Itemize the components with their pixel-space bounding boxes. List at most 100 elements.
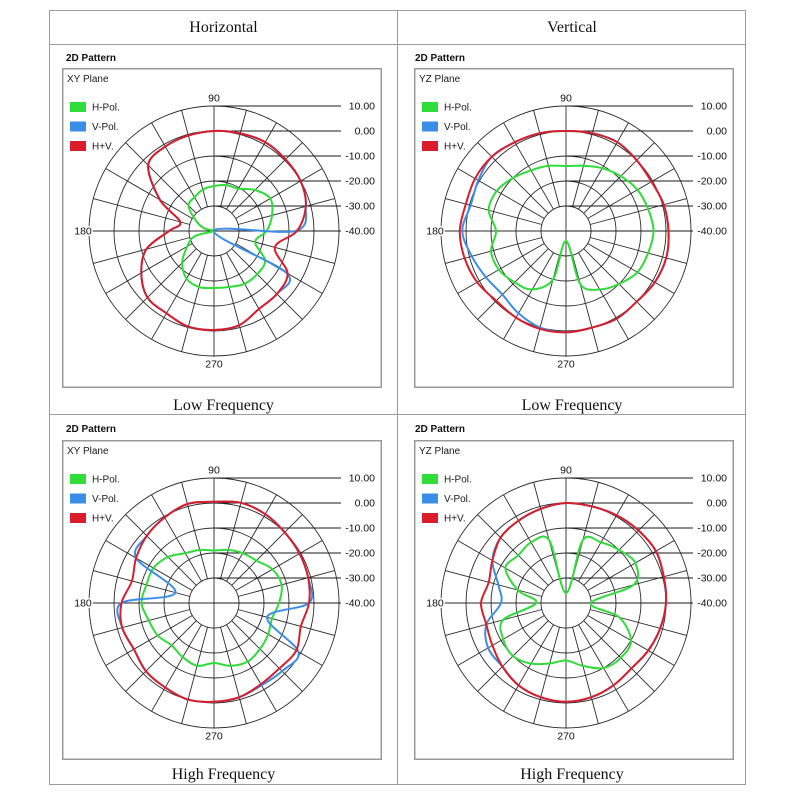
series-line-h-v (119, 500, 311, 703)
grid-spoke (93, 237, 191, 264)
radial-tick-label: -30.00 (697, 201, 727, 213)
legend-swatch (70, 141, 86, 151)
legend-item: H+V. (70, 513, 114, 525)
radial-tick-label: 0.00 (355, 126, 376, 138)
grid-spoke (220, 626, 247, 724)
radial-tick-label: -20.00 (345, 548, 375, 560)
grid-spoke (181, 626, 208, 724)
grid-spoke (226, 624, 277, 712)
grid-spoke (237, 198, 335, 225)
panel-caption: High Frequency (520, 766, 624, 783)
legend-swatch (422, 513, 438, 523)
legend-label: H+V. (92, 514, 114, 525)
legend-swatch (70, 513, 86, 523)
legend-swatch (422, 121, 438, 132)
grid-spoke (572, 626, 599, 724)
radial-tick-label: -10.00 (697, 151, 727, 163)
panel-title: 2D Pattern (415, 53, 466, 64)
panel-title: 2D Pattern (66, 424, 117, 435)
radial-tick-label: -10.00 (697, 523, 727, 535)
grid-spoke (226, 494, 277, 582)
grid-spoke (231, 514, 303, 586)
grid-spoke (93, 570, 191, 597)
legend-item: V-Pol. (422, 493, 471, 505)
legend-item: H-Pol. (70, 474, 120, 486)
grid-spoke (151, 122, 202, 210)
radial-tick-label: -40.00 (345, 598, 375, 610)
radial-tick-label: 0.00 (707, 126, 728, 138)
grid-spoke (587, 540, 675, 591)
grid-spoke (181, 254, 208, 352)
column-header-vertical: Vertical (547, 19, 597, 36)
grid-spoke (578, 122, 629, 210)
polar-chart-xy-low: XY Plane 10.00 0.00 -10.00 -20.00 -30.00 -40.0… (62, 68, 382, 388)
legend-swatch (422, 141, 438, 151)
legend-item: H+V. (422, 141, 466, 153)
legend-item: H-Pol. (422, 102, 472, 114)
grid-spoke (457, 243, 545, 294)
legend-label: H+V. (92, 142, 114, 153)
grid-spoke (151, 252, 202, 340)
angle-label: 180 (74, 598, 92, 610)
angle-label: 180 (426, 226, 444, 238)
plot-frame (62, 440, 382, 760)
radial-tick-label: -20.00 (697, 548, 727, 560)
radial-tick-label: -10.00 (345, 151, 375, 163)
grid-spoke (578, 252, 629, 340)
radial-tick-label: 10.00 (701, 473, 727, 485)
polar-grid (440, 477, 692, 729)
grid-spoke (477, 514, 549, 586)
radial-tick-label: -20.00 (697, 176, 727, 188)
radial-tick-label: 0.00 (355, 498, 376, 510)
grid-spoke (457, 168, 545, 219)
legend-swatch (422, 102, 438, 112)
grid-spoke (445, 570, 543, 597)
legend-item: H+V. (422, 513, 466, 525)
legend-item: V-Pol. (422, 121, 471, 133)
grid-spoke (457, 615, 545, 666)
radial-tick-label: -20.00 (345, 176, 375, 188)
grid-spoke (181, 110, 208, 208)
grid-spoke (93, 609, 191, 636)
panel-caption: Low Frequency (521, 397, 623, 414)
legend-label: H-Pol. (444, 103, 472, 114)
grid-spoke (226, 252, 277, 340)
legend-label: V-Pol. (92, 122, 119, 133)
grid-spoke (125, 514, 197, 586)
legend-label: H+V. (444, 142, 466, 153)
grid-spoke (589, 198, 687, 225)
legend-swatch (70, 474, 86, 484)
radial-tick-label: -40.00 (697, 598, 727, 610)
legend-swatch (422, 493, 438, 504)
angle-label: 90 (560, 93, 572, 105)
panel-title: 2D Pattern (415, 424, 466, 435)
radial-tick-label: -30.00 (345, 573, 375, 585)
radial-tick-label: 10.00 (349, 473, 375, 485)
polar-chart-yz-low: YZ Plane 10.00 0.00 -10.00 -20.00 -30.00 -40.0… (414, 68, 734, 388)
grid-spoke (503, 624, 554, 712)
grid-spoke (533, 110, 560, 208)
grid-spoke (220, 254, 247, 352)
radial-tick-label: 10.00 (701, 101, 727, 113)
panel-title: 2D Pattern (66, 53, 117, 64)
legend-label: H-Pol. (92, 475, 120, 486)
grid-spoke (105, 168, 193, 219)
column-divider (397, 10, 398, 785)
angle-label: 180 (74, 226, 92, 238)
grid-spoke (220, 110, 247, 208)
legend-item: H-Pol. (422, 474, 472, 486)
angle-label: 270 (557, 731, 575, 743)
series-line-h-v (458, 130, 670, 334)
radial-tick-label: -30.00 (345, 201, 375, 213)
plane-label: XY Plane (67, 74, 109, 85)
legend-item: V-Pol. (70, 121, 119, 133)
grid-spoke (445, 609, 543, 636)
angle-label: 90 (208, 93, 220, 105)
angle-label: 270 (205, 731, 223, 743)
legend-label: H-Pol. (444, 475, 472, 486)
angle-label: 90 (208, 465, 220, 477)
series-line-h-v (479, 501, 668, 703)
grid-spoke (533, 626, 560, 724)
grid-spoke (235, 615, 323, 666)
legend-item: H+V. (70, 141, 114, 153)
